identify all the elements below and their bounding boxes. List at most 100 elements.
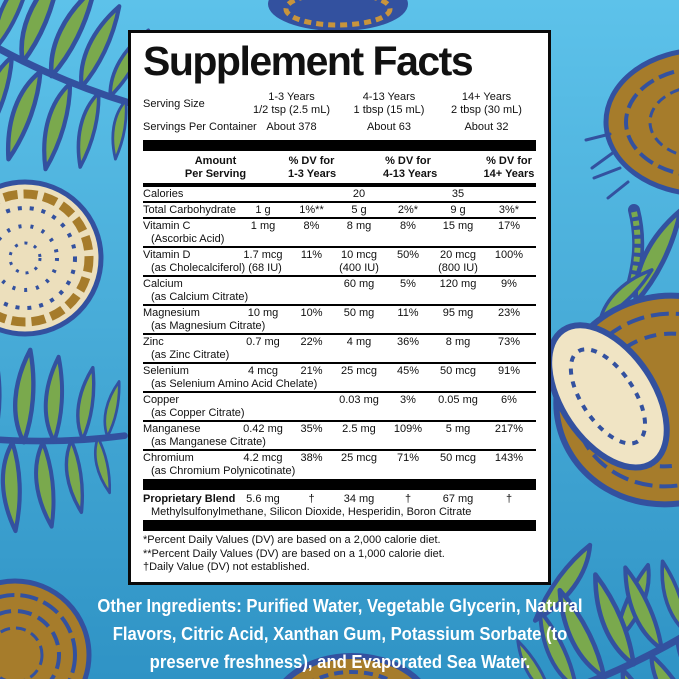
dv-4-13: 50% — [396, 249, 420, 261]
table-row-chromium: Chromium (as Chromium Polynicotinate) 4.… — [143, 449, 536, 478]
amount-14: 15 mg — [442, 220, 474, 232]
footnote-1000: **Percent Daily Values (DV) are based on… — [143, 547, 445, 560]
dv-4-13: 45% — [396, 365, 420, 377]
dv-14: 23% — [497, 307, 521, 319]
amount-1-3: 0.42 mg — [243, 423, 283, 435]
nutrient-name: Zinc — [143, 336, 164, 348]
amount-14: 9 g — [450, 204, 466, 216]
nutrient-form: (Ascorbic Acid) — [151, 233, 225, 245]
amount-1-3: 1 mg — [250, 220, 276, 232]
dv-4-13: 11% — [397, 307, 419, 319]
table-row-selenium: Selenium (as Selenium Amino Acid Chelate… — [143, 362, 536, 391]
table-row-calories: Calories 20 35 — [143, 187, 536, 201]
serving-size-14: 14+ Years 2 tbsp (30 mL) — [438, 91, 535, 117]
dv-1-3: 38% — [300, 452, 323, 464]
amount-1-3: 1 g — [255, 204, 271, 216]
dv-4-13 — [383, 188, 433, 201]
nutrient-form: (as Copper Citrate) — [151, 407, 245, 419]
dv-1-3: 21% — [300, 365, 323, 377]
dv-1-3: 35% — [300, 423, 323, 435]
dv-14: 3%* — [498, 204, 520, 216]
amount-4-13: 60 mg — [343, 278, 375, 290]
header-dv-14: % DV for 14+ Years — [483, 155, 535, 181]
servings-per-container-row: Servings Per Container About 378 About 6… — [143, 121, 536, 134]
proprietary-blend-row: Proprietary Blend 5.6 mg † 34 mg † 67 mg… — [143, 491, 536, 519]
age-group: 4-13 Years — [362, 91, 416, 103]
amount-14: 50 mcg — [439, 365, 477, 377]
table-header: Amount Per Serving % DV for 1-3 Years % … — [143, 152, 536, 187]
nutrient-form: (as Selenium Amino Acid Chelate) — [151, 378, 318, 390]
amount-14: 35 — [451, 188, 465, 200]
nutrient-name-cell: Manganese (as Manganese Citrate) — [143, 423, 266, 449]
amount-1-3: 10 mg — [247, 307, 279, 319]
serving-size-4-13: 4-13 Years 1 tbsp (15 mL) — [340, 91, 438, 117]
serving-size-row: Serving Size 1-3 Years 1/2 tsp (2.5 mL) … — [143, 91, 536, 117]
age-group: 14+ Years — [461, 91, 512, 103]
header-line: 4-13 Years — [383, 168, 438, 180]
dv-14: 217% — [494, 423, 524, 435]
amount-14: 95 mg — [442, 307, 474, 319]
serving-size: 1/2 tsp (2.5 mL) — [252, 104, 331, 116]
dv-1-3 — [288, 278, 335, 304]
amount-14: 8 mg — [445, 336, 471, 348]
nutrient-form: (as Zinc Citrate) — [151, 349, 230, 361]
nutrient-name-cell: Chromium (as Chromium Polynicotinate) — [143, 452, 295, 478]
divider-bar — [143, 479, 536, 490]
nutrient-name: Total Carbohydrate — [143, 204, 236, 216]
dv-14: 6% — [501, 394, 517, 406]
nutrient-name-cell: Vitamin D (as Cholecalciferol) (68 IU) — [143, 249, 282, 275]
footnote-dagger: †Daily Value (DV) not established. — [143, 561, 310, 573]
value: 20 mcg — [439, 249, 477, 261]
table-row-carbohydrate: Total Carbohydrate 1 g 1%** 5 g 2%* 9 g … — [143, 201, 536, 217]
amount-4-13: 2.5 mg — [342, 423, 376, 435]
dv-4-13: 109% — [393, 423, 423, 435]
header-amount-per-serving: Amount Per Serving — [143, 155, 288, 181]
dv-1-3: 1%** — [299, 204, 324, 216]
divider-bar — [143, 520, 536, 531]
table-row-vitamin-d: Vitamin D (as Cholecalciferol) (68 IU) 1… — [143, 246, 536, 275]
dv-14: † — [505, 493, 513, 505]
dv-14: 17% — [497, 220, 521, 232]
dv-4-13: 8% — [400, 220, 416, 232]
dv-1-3 — [288, 188, 335, 201]
amount-1-3: 0.7 mg — [246, 336, 280, 348]
amount-4-13: 8 mg — [346, 220, 372, 232]
table-row-calcium: Calcium (as Calcium Citrate) 60 mg 5% 12… — [143, 275, 536, 304]
header-line: % DV for — [486, 155, 532, 167]
table-row-manganese: Manganese (as Manganese Citrate) 0.42 mg… — [143, 420, 536, 449]
serving-size-1-3: 1-3 Years 1/2 tsp (2.5 mL) — [243, 91, 340, 117]
header-line: % DV for — [385, 155, 431, 167]
serving-size: 2 tbsp (30 mL) — [451, 104, 522, 116]
value-iu: (800 IU) — [438, 262, 478, 274]
header-dv-4-13: % DV for 4-13 Years — [383, 155, 438, 181]
dv-14: 100% — [494, 249, 524, 261]
dv-1-3: 22% — [300, 336, 323, 348]
amount-1-3 — [238, 278, 288, 304]
nutrient-name: Selenium — [143, 365, 189, 377]
amount-14: 5 mg — [445, 423, 471, 435]
nutrient-name-cell: Zinc (as Zinc Citrate) — [143, 336, 238, 362]
amount-1-3 — [238, 188, 288, 201]
amount-4-13: 25 mcg — [340, 365, 378, 377]
dv-1-3 — [288, 394, 335, 420]
dv-14 — [483, 188, 535, 201]
nutrient-form: (as Cholecalciferol) (68 IU) — [151, 262, 282, 274]
amount-4-13: 5 g — [351, 204, 367, 216]
amount-14: 0.05 mg — [438, 394, 478, 406]
supplement-facts-panel: Supplement Facts Serving Size 1-3 Years … — [128, 30, 551, 585]
age-group: 1-3 Years — [268, 91, 315, 103]
header-line: 1-3 Years — [288, 168, 337, 180]
table-row-copper: Copper (as Copper Citrate) 0.03 mg 3% 0.… — [143, 391, 536, 420]
header-line: Amount — [194, 155, 237, 167]
nutrient-name: Calories — [143, 188, 184, 200]
nutrient-name-cell: Calcium (as Calcium Citrate) — [143, 278, 249, 304]
dv-14: 91% — [497, 365, 521, 377]
nutrient-form: (as Calcium Citrate) — [151, 291, 249, 303]
servings-14: About 32 — [464, 121, 509, 133]
amount-1-3: 4 mcg — [248, 365, 278, 377]
servings-label: Servings Per Container — [143, 121, 257, 133]
dv-1-3: 10% — [300, 307, 323, 319]
dv-14: 73% — [497, 336, 521, 348]
amount-4-13: 4 mg — [346, 336, 372, 348]
nutrient-name-cell: Vitamin C (Ascorbic Acid) — [143, 220, 238, 246]
